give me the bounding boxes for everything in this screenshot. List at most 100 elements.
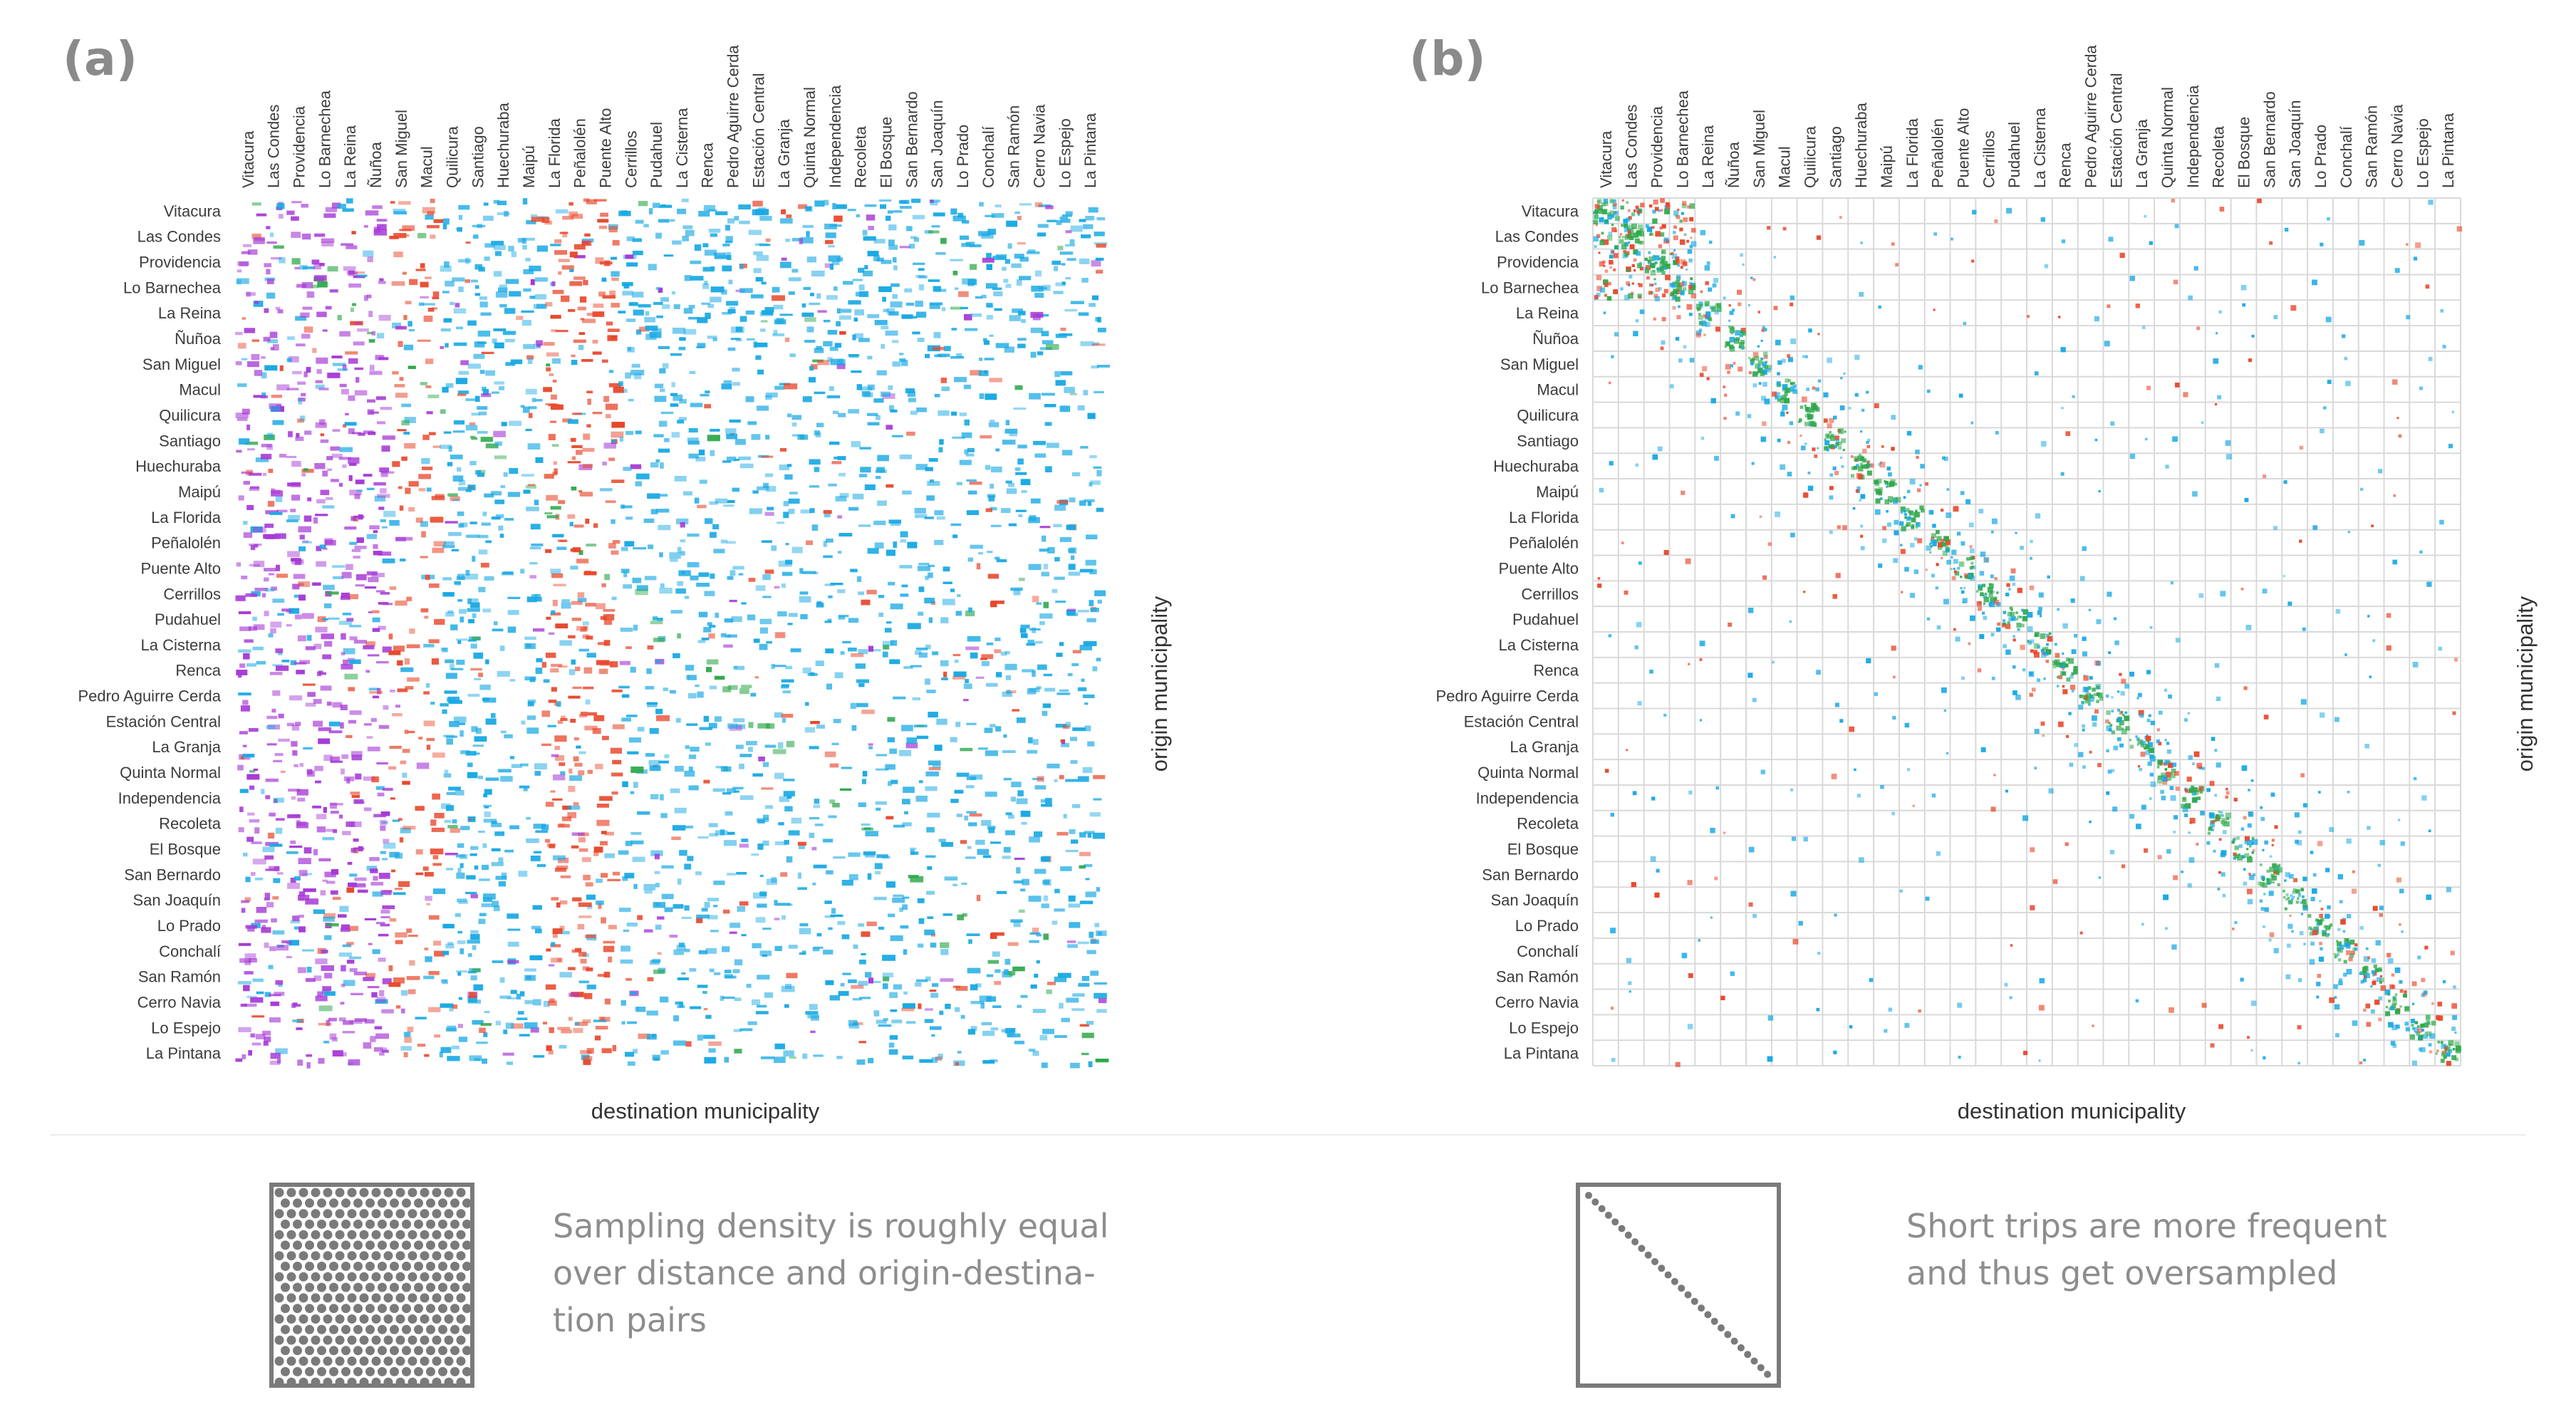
destination-tick-label: Lo Prado <box>954 125 972 188</box>
od-cell <box>1893 675 1896 679</box>
od-cell <box>858 251 879 276</box>
od-cell <box>1904 566 1918 574</box>
od-cell <box>1790 891 1797 897</box>
od-cell <box>671 836 694 861</box>
od-cell <box>877 484 894 507</box>
od-cell <box>2367 826 2371 830</box>
od-cell <box>2119 252 2125 259</box>
od-cell <box>670 403 703 424</box>
od-cell <box>545 403 572 423</box>
od-cell <box>1055 327 1073 338</box>
od-cell <box>888 1042 898 1055</box>
od-cell <box>339 377 368 401</box>
od-cell <box>2295 839 2302 846</box>
od-cell <box>292 1019 304 1030</box>
destination-tick-label: Providencia <box>1648 105 1666 188</box>
od-cell <box>1081 278 1099 301</box>
od-cell <box>852 997 871 1001</box>
od-cell <box>2057 712 2072 727</box>
od-cell <box>2163 894 2169 900</box>
origin-tick-label: Renca <box>175 662 221 680</box>
od-cell <box>2070 598 2075 603</box>
od-cell <box>1078 303 1101 323</box>
od-cell <box>596 900 604 909</box>
od-cell <box>1004 663 1035 680</box>
od-cell <box>2022 815 2029 821</box>
od-cell <box>1803 836 1808 842</box>
od-cell <box>340 584 365 601</box>
od-cell <box>1747 608 1754 613</box>
od-cell <box>2108 237 2114 242</box>
destination-tick-label: La Pintana <box>2439 113 2457 188</box>
od-cell <box>1700 437 1705 440</box>
od-cell <box>950 588 961 597</box>
od-cell <box>568 966 596 990</box>
od-cell <box>757 814 769 824</box>
od-cell <box>978 747 998 757</box>
od-cell <box>951 328 977 331</box>
od-cell <box>573 737 586 762</box>
destination-tick-label: Santiago <box>1827 126 1844 188</box>
od-cell <box>1681 490 1686 495</box>
od-cell <box>390 201 411 214</box>
od-cell <box>2333 938 2358 964</box>
od-cell <box>552 583 571 609</box>
od-cell <box>956 479 982 495</box>
od-cell <box>545 534 568 554</box>
od-cell <box>1955 636 1971 645</box>
od-cell <box>1688 790 1693 795</box>
destination-tick-label: San Ramón <box>2363 105 2381 188</box>
od-cell <box>323 913 339 940</box>
od-cell <box>1849 726 1855 732</box>
od-cell <box>892 435 903 437</box>
od-cell <box>418 302 437 322</box>
od-cell <box>2218 871 2226 877</box>
od-cell <box>774 900 793 906</box>
od-cell <box>658 411 674 427</box>
od-cell <box>363 250 374 262</box>
od-cell <box>1051 251 1076 271</box>
od-cell <box>288 789 308 802</box>
od-cell <box>823 330 846 351</box>
od-cell <box>733 1028 753 1032</box>
od-cell <box>927 866 958 881</box>
od-cell <box>392 713 415 734</box>
od-cell <box>1087 741 1095 747</box>
od-cell <box>286 381 306 405</box>
od-cell <box>986 303 1002 320</box>
od-cell <box>960 235 982 248</box>
od-cell <box>545 302 561 319</box>
od-cell <box>723 504 734 507</box>
od-cell <box>1044 404 1056 426</box>
od-cell <box>1839 216 1842 219</box>
od-cell <box>1699 640 1705 647</box>
destination-tick-label: San Joaquín <box>928 100 946 188</box>
od-cell <box>363 972 392 989</box>
od-cell <box>1699 365 1708 377</box>
od-cell <box>1059 536 1077 554</box>
od-cell <box>978 358 994 376</box>
od-cell <box>423 720 435 727</box>
od-cell <box>2141 923 2144 926</box>
od-cell <box>242 301 264 320</box>
od-cell <box>2106 683 2129 699</box>
od-cell <box>499 303 516 314</box>
od-cell <box>2294 812 2302 834</box>
od-cell <box>1931 793 1936 798</box>
od-cell <box>276 202 285 219</box>
od-cell <box>755 355 764 375</box>
od-cell <box>551 897 568 908</box>
od-cell <box>878 581 903 610</box>
od-cell <box>735 744 752 757</box>
od-cell <box>956 772 983 781</box>
od-cell <box>1698 939 1701 942</box>
od-cell <box>467 968 484 991</box>
od-cell <box>1710 828 1715 834</box>
od-cell <box>2346 839 2352 844</box>
od-cell <box>2030 905 2035 910</box>
od-cell <box>1856 794 1861 798</box>
od-cell <box>1007 242 1026 249</box>
od-cell <box>545 839 569 863</box>
od-cell <box>823 533 853 554</box>
od-cell <box>987 951 1000 964</box>
